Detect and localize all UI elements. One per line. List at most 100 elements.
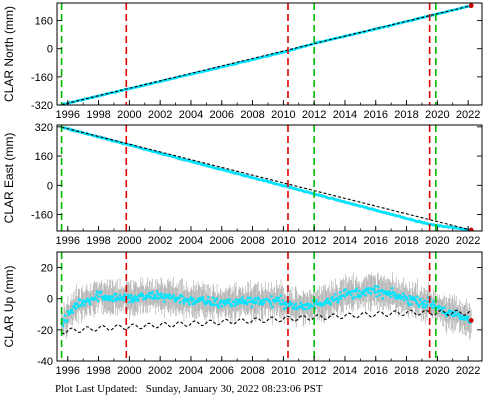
data-point bbox=[76, 303, 79, 306]
x-tick-label: 2010 bbox=[271, 109, 295, 121]
latest-point bbox=[468, 318, 474, 323]
data-point bbox=[405, 298, 409, 301]
data-point bbox=[277, 296, 280, 300]
data-point bbox=[248, 296, 252, 299]
x-tick-label: 2022 bbox=[456, 109, 480, 121]
data-point bbox=[414, 299, 418, 303]
y-tick-label: 0 bbox=[47, 180, 53, 192]
x-tick-label: 2004 bbox=[179, 109, 203, 121]
data-point bbox=[375, 295, 378, 299]
x-tick-label: 1998 bbox=[86, 109, 110, 121]
x-tick-label: 2008 bbox=[240, 109, 264, 121]
plot-updated-footer: Plot Last Updated: Sunday, January 30, 2… bbox=[55, 383, 323, 395]
data-point bbox=[61, 324, 65, 328]
data-point bbox=[334, 293, 337, 296]
data-point bbox=[63, 314, 67, 317]
data-point bbox=[336, 301, 340, 304]
data-point bbox=[451, 314, 455, 318]
data-point bbox=[263, 301, 266, 304]
data-point bbox=[323, 303, 326, 306]
data-point bbox=[389, 295, 393, 299]
data-point bbox=[95, 293, 98, 296]
data-point bbox=[338, 291, 342, 294]
data-point bbox=[356, 295, 359, 299]
data-point bbox=[112, 299, 116, 303]
y-tick-label: -160 bbox=[31, 210, 53, 222]
data-point bbox=[369, 292, 373, 295]
data-point bbox=[465, 318, 469, 321]
data-point bbox=[259, 299, 263, 303]
data-point bbox=[402, 298, 406, 302]
data-point bbox=[407, 303, 411, 307]
data-point bbox=[284, 303, 288, 306]
data-point bbox=[288, 300, 292, 303]
data-point bbox=[311, 304, 314, 308]
x-tick-label: 2002 bbox=[148, 109, 172, 121]
data-point bbox=[163, 293, 167, 296]
data-point bbox=[331, 295, 334, 299]
data-point bbox=[153, 293, 157, 297]
data-point bbox=[94, 297, 97, 300]
data-point bbox=[209, 300, 213, 304]
y-tick-label: -160 bbox=[31, 72, 53, 84]
x-tick-label: 2010 bbox=[271, 365, 295, 377]
x-tick-label: 2016 bbox=[364, 109, 388, 121]
data-point bbox=[338, 295, 341, 298]
data-point bbox=[376, 285, 380, 289]
data-point bbox=[188, 303, 191, 306]
x-tick-label: 1996 bbox=[56, 235, 80, 247]
data-point bbox=[250, 305, 254, 308]
panel-1: 1996 1998 2000 2002 2004 2006 2008 2010 2012 2014… bbox=[2, 2, 483, 121]
data-point bbox=[88, 302, 92, 306]
data-point bbox=[392, 294, 396, 298]
data-point bbox=[419, 297, 423, 301]
x-tick-label: 1998 bbox=[86, 365, 110, 377]
data-point bbox=[294, 302, 298, 306]
data-point bbox=[349, 293, 353, 297]
x-tick-label: 2022 bbox=[456, 365, 480, 377]
data-point bbox=[447, 312, 450, 315]
x-tick-label: 2012 bbox=[302, 109, 326, 121]
panel-2: 1996 1998 2000 2002 2004 2006 2008 2010 2012 2014… bbox=[2, 122, 483, 247]
data-point bbox=[416, 295, 419, 299]
data-point bbox=[245, 302, 249, 306]
data-point bbox=[87, 298, 90, 301]
data-point bbox=[413, 296, 416, 299]
data-point bbox=[410, 295, 414, 299]
data-point bbox=[128, 300, 131, 304]
data-point bbox=[243, 302, 247, 305]
data-point bbox=[181, 295, 184, 298]
latest-point bbox=[468, 227, 474, 231]
data-point bbox=[269, 302, 273, 306]
data-point bbox=[417, 305, 421, 309]
data-point bbox=[155, 290, 159, 293]
data-point bbox=[192, 297, 195, 301]
data-point bbox=[181, 299, 185, 303]
x-tick-label: 2000 bbox=[117, 365, 141, 377]
data-point bbox=[123, 293, 127, 296]
data-point bbox=[155, 297, 158, 300]
data-point bbox=[425, 303, 429, 306]
data-point bbox=[393, 291, 396, 295]
data-point bbox=[241, 298, 245, 302]
data-point bbox=[80, 304, 83, 307]
x-tick-label: 2000 bbox=[117, 235, 141, 247]
data-point bbox=[220, 304, 224, 308]
data-point bbox=[233, 304, 237, 307]
data-point bbox=[466, 316, 470, 319]
data-point bbox=[211, 296, 215, 299]
y-tick-label: 160 bbox=[35, 151, 53, 163]
data-point bbox=[129, 293, 133, 297]
data-point bbox=[339, 297, 343, 300]
data-point bbox=[432, 300, 435, 303]
data-point bbox=[274, 296, 278, 300]
latest-point bbox=[468, 3, 474, 9]
data-point bbox=[244, 300, 248, 303]
data-point bbox=[390, 286, 394, 290]
data-point bbox=[459, 314, 463, 318]
data-point bbox=[353, 295, 356, 299]
x-tick-label: 2020 bbox=[425, 109, 449, 121]
data-point bbox=[236, 302, 239, 306]
data-point bbox=[198, 299, 202, 302]
data-point bbox=[177, 296, 181, 299]
